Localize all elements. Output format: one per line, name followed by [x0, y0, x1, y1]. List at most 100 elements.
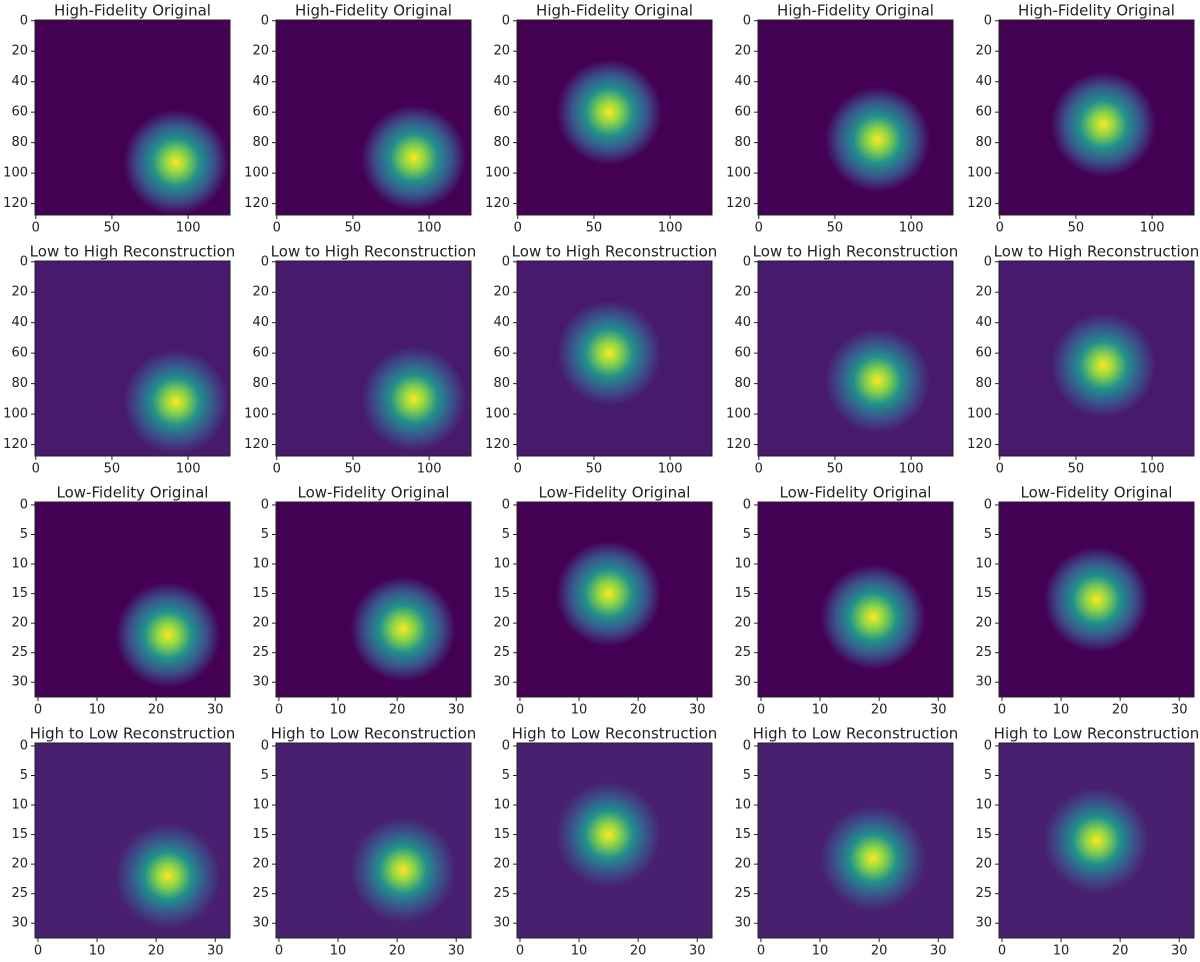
- y-tick-label: 40: [734, 74, 751, 89]
- x-tick-label: 100: [899, 462, 924, 477]
- y-tick-label: 25: [493, 645, 510, 660]
- y-tick-label: 120: [967, 196, 992, 211]
- subplot: 0 10 20 30 0 5 10 15 20 25 30 High to Low Reconstru…: [493, 725, 717, 959]
- y-tick-label: 5: [743, 527, 751, 542]
- x-tick-label: 30: [207, 703, 224, 718]
- subplot-title: Low-Fidelity Original: [539, 484, 691, 502]
- y-tick-label: 60: [252, 105, 269, 120]
- subplot: 0 50 100 0 20 40 60 80 100 120 Low to High Reconst…: [3, 243, 235, 477]
- y-tick-label: 100: [244, 166, 269, 181]
- subplot-title: Low to High Reconstruction: [512, 243, 718, 261]
- axes-frame: [275, 260, 472, 457]
- intensity-peak: [820, 805, 926, 911]
- y-tick-label: 15: [252, 586, 269, 601]
- intensity-peak: [824, 86, 931, 193]
- subplot: 0 50 100 0 20 40 60 80 100 120 High-Fidelity Origi…: [967, 2, 1195, 236]
- subplot-title: Low to High Reconstruction: [753, 243, 959, 261]
- y-tick-label: 20: [493, 285, 510, 300]
- subplot-title: Low-Fidelity Original: [57, 484, 209, 502]
- x-tick-label: 30: [448, 703, 465, 718]
- x-tick-label: 100: [658, 462, 683, 477]
- y-tick-label: 20: [493, 44, 510, 59]
- x-tick-label: 0: [514, 462, 522, 477]
- y-tick-label: 10: [252, 557, 269, 572]
- y-tick-label: 0: [984, 254, 992, 269]
- y-tick-label: 20: [252, 285, 269, 300]
- subplot-title: High-Fidelity Original: [777, 2, 934, 20]
- intensity-peak: [824, 327, 931, 434]
- x-tick-label: 20: [871, 944, 888, 959]
- y-tick-label: 15: [734, 586, 751, 601]
- x-tick-label: 100: [899, 221, 924, 236]
- y-tick-label: 120: [3, 437, 28, 452]
- y-tick-label: 20: [252, 44, 269, 59]
- y-tick-label: 25: [252, 886, 269, 901]
- y-tick-label: 15: [11, 586, 28, 601]
- y-tick-label: 20: [734, 44, 751, 59]
- y-tick-label: 25: [734, 645, 751, 660]
- x-tick-label: 0: [275, 944, 283, 959]
- y-tick-label: 100: [485, 407, 510, 422]
- subplot-title: High-Fidelity Original: [295, 2, 452, 20]
- intensity-peak: [350, 817, 456, 923]
- y-tick-label: 80: [11, 376, 28, 391]
- y-tick-label: 80: [252, 376, 269, 391]
- y-tick-label: 20: [734, 616, 751, 631]
- y-tick-label: 120: [485, 437, 510, 452]
- axes-frame: [516, 501, 713, 698]
- y-tick-label: 0: [261, 254, 269, 269]
- x-tick-label: 0: [514, 221, 522, 236]
- y-tick-label: 5: [261, 527, 269, 542]
- x-tick-label: 10: [812, 944, 829, 959]
- x-tick-label: 50: [827, 462, 844, 477]
- y-tick-label: 20: [975, 44, 992, 59]
- y-tick-label: 40: [11, 315, 28, 330]
- y-tick-label: 60: [493, 346, 510, 361]
- x-tick-label: 30: [689, 944, 706, 959]
- y-tick-label: 5: [984, 527, 992, 542]
- y-tick-label: 60: [975, 346, 992, 361]
- x-tick-label: 30: [689, 703, 706, 718]
- axes-frame: [998, 19, 1195, 216]
- intensity-peak: [1043, 787, 1150, 894]
- subplot: 0 10 20 30 0 5 10 15 20 25 30 Low-Fidelity Original: [11, 484, 231, 718]
- subplot: 0 10 20 30 0 5 10 15 20 25 30 High to Low Reconstru…: [252, 725, 476, 959]
- y-tick-label: 0: [984, 497, 992, 512]
- y-tick-label: 30: [493, 916, 510, 931]
- intensity-peak: [115, 582, 221, 688]
- y-tick-label: 120: [485, 196, 510, 211]
- subplot: 0 50 100 0 20 40 60 80 100 120 Low to High Reconst…: [726, 243, 958, 477]
- axes-frame: [516, 742, 713, 939]
- y-tick-label: 5: [20, 768, 28, 783]
- x-tick-label: 50: [586, 462, 603, 477]
- y-tick-label: 40: [975, 74, 992, 89]
- y-tick-label: 0: [743, 254, 751, 269]
- y-tick-label: 60: [493, 105, 510, 120]
- y-tick-label: 100: [967, 166, 992, 181]
- y-tick-label: 0: [20, 13, 28, 28]
- y-tick-label: 20: [975, 616, 992, 631]
- y-tick-label: 20: [252, 857, 269, 872]
- axes-frame: [34, 501, 231, 698]
- y-tick-label: 120: [726, 437, 751, 452]
- x-tick-label: 0: [273, 462, 281, 477]
- subplot-title: Low-Fidelity Original: [298, 484, 450, 502]
- axes-frame: [998, 742, 1195, 939]
- axes-frame: [998, 501, 1195, 698]
- y-tick-label: 20: [975, 285, 992, 300]
- axes-frame: [516, 260, 713, 457]
- x-tick-label: 10: [812, 703, 829, 718]
- y-tick-label: 20: [252, 616, 269, 631]
- y-tick-label: 30: [734, 675, 751, 690]
- x-tick-label: 0: [757, 703, 765, 718]
- y-tick-label: 100: [244, 407, 269, 422]
- subplot: 0 50 100 0 20 40 60 80 100 120 Low to High Reconst…: [244, 243, 476, 477]
- y-tick-label: 25: [11, 645, 28, 660]
- axes-frame: [34, 260, 231, 457]
- y-tick-label: 100: [967, 407, 992, 422]
- y-tick-label: 120: [967, 437, 992, 452]
- y-tick-label: 40: [975, 315, 992, 330]
- x-tick-label: 20: [630, 944, 647, 959]
- x-tick-label: 100: [417, 462, 442, 477]
- y-tick-label: 60: [734, 105, 751, 120]
